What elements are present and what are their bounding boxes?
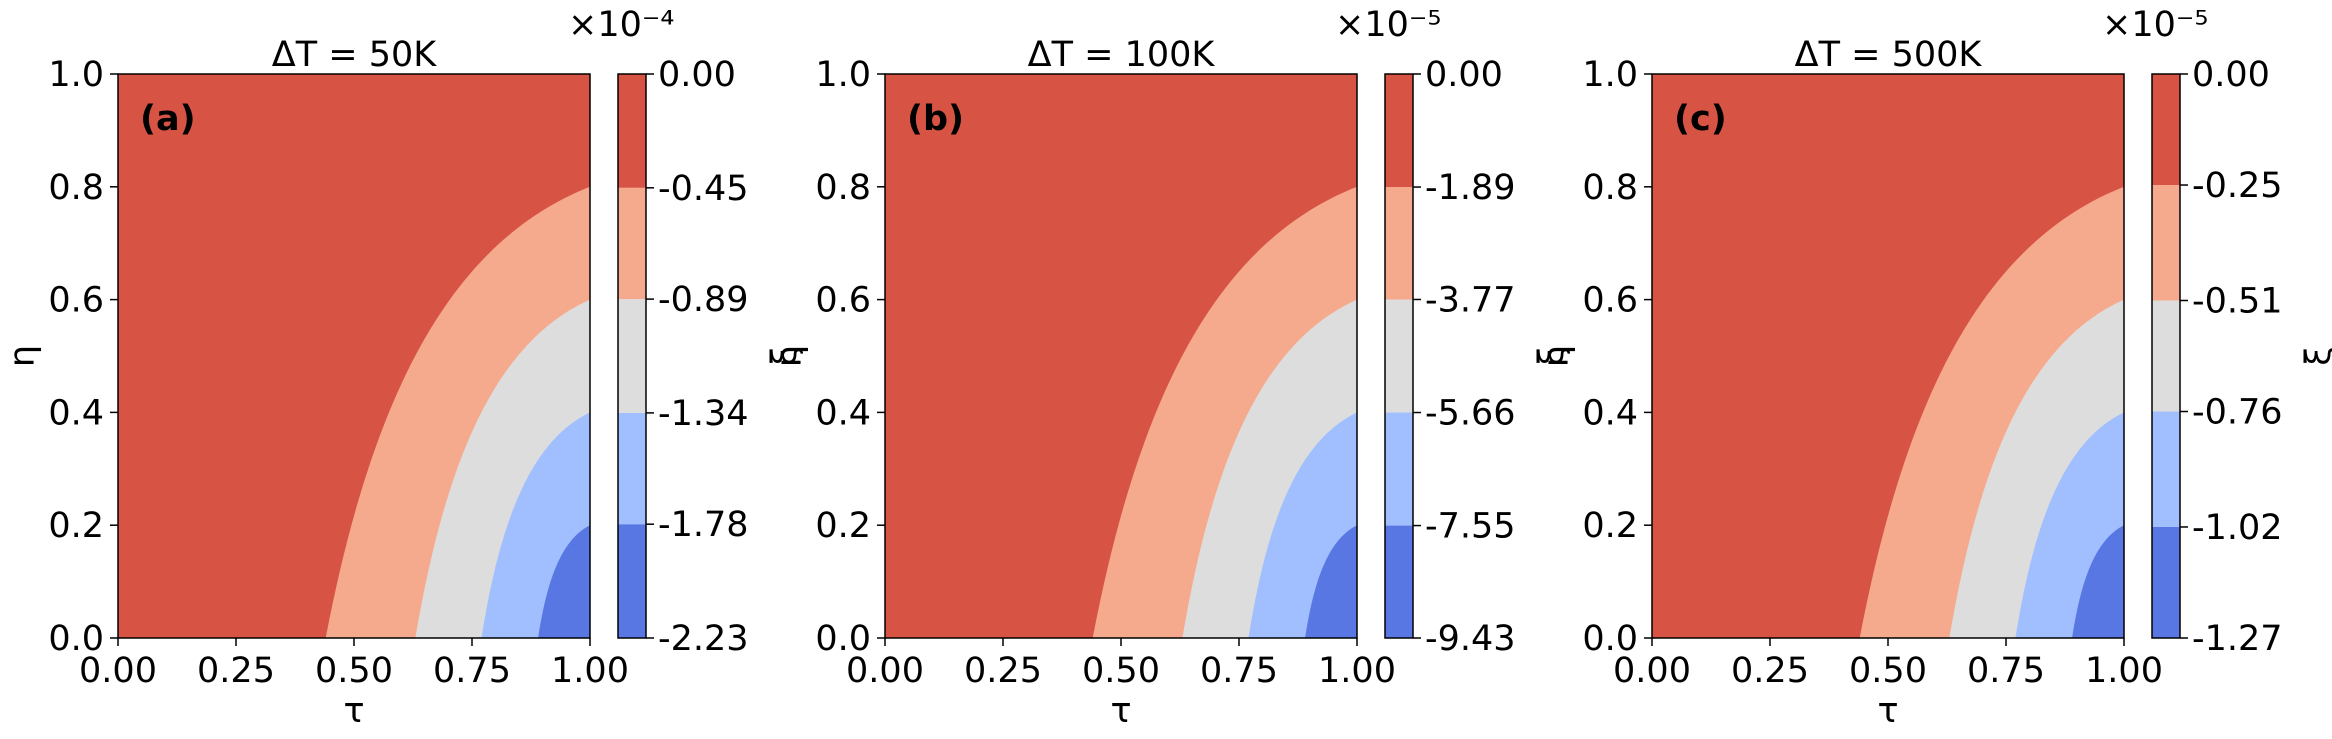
contour-band-4 (1305, 525, 1357, 638)
colorbar-tick-label: -0.45 (658, 169, 749, 209)
y-tick-label: 0.8 (48, 168, 104, 208)
chart-panel-1: 0.00 0.25 0.50 0.75 1.00 0.0 0.2 0.4 0.6 0.8 1.0 τ η… (3, 5, 805, 731)
colorbar-tick-label: -1.27 (2192, 619, 2283, 659)
y-tick-label: 0.0 (815, 619, 871, 659)
y-tick-label: 0.4 (815, 393, 871, 433)
y-tick-label: 0.6 (1582, 281, 1638, 321)
x-tick-label: 0.75 (433, 651, 511, 691)
colorbar-offset-text: ×10⁻⁵ (1335, 5, 1441, 45)
colorbar-tick-label: 0.00 (1425, 55, 1503, 95)
colorbar-tick-label: -1.78 (658, 505, 749, 545)
chart-panel-3: 0.00 0.25 0.50 0.75 1.00 0.0 0.2 0.4 0.6 0.8 1.0 τ η… (1537, 5, 2332, 731)
y-tick-label: 0.2 (1582, 506, 1638, 546)
panel-title: ΔT = 50K (272, 35, 437, 75)
colorbar-segment (2152, 74, 2180, 186)
colorbar-tick-label: -0.89 (658, 280, 749, 320)
colorbar-segment (1385, 299, 1413, 413)
x-tick-label: 0.25 (964, 651, 1042, 691)
x-axis-label: τ (343, 691, 364, 731)
colorbar-frame (1384, 73, 1414, 639)
y-tick-label: 0.4 (1582, 393, 1638, 433)
colorbar-offset-text: ×10⁻⁵ (2102, 5, 2208, 45)
x-tick-label: 0.25 (1731, 651, 1809, 691)
colorbar-tick-label: -7.55 (1425, 507, 1516, 547)
x-axis-label: τ (1110, 691, 1131, 731)
x-tick-label: 0.75 (1200, 651, 1278, 691)
x-tick-label: 0.50 (1849, 651, 1927, 691)
y-tick-label: 0.8 (1582, 168, 1638, 208)
colorbar-tick-label: -0.51 (2192, 281, 2283, 321)
panel-label: (a) (140, 99, 196, 139)
colorbar-tick-label: -1.02 (2192, 508, 2283, 548)
colorbar-tick-label: -9.43 (1425, 619, 1516, 659)
chart-panel-2: 0.00 0.25 0.50 0.75 1.00 0.0 0.2 0.4 0.6 0.8 1.0 τ η… (770, 5, 1572, 731)
x-tick-label: 0.75 (1967, 651, 2045, 691)
colorbar-segment (1385, 187, 1413, 300)
colorbar-tick-label: 0.00 (2192, 55, 2270, 95)
colorbar-segment (2152, 300, 2180, 412)
y-tick-label: 1.0 (1582, 55, 1638, 95)
panel-label: (b) (907, 99, 964, 139)
colorbar-segment (2152, 185, 2180, 301)
x-tick-label: 0.00 (846, 651, 924, 691)
colorbar-offset-text: ×10⁻⁴ (568, 5, 674, 45)
panel-title: ΔT = 100K (1028, 35, 1216, 75)
colorbar-tick-label: -5.66 (1425, 394, 1516, 434)
colorbar-frame (617, 73, 647, 639)
colorbar-segment (618, 524, 646, 638)
colorbar-segment (618, 74, 646, 188)
y-tick-label: 0.4 (48, 393, 104, 433)
x-tick-label: 1.00 (2085, 651, 2163, 691)
colorbar-segment (2152, 526, 2180, 638)
colorbar-tick-label: -2.23 (658, 619, 749, 659)
colorbar-segment (1385, 412, 1413, 526)
y-tick-label: 0.6 (48, 281, 104, 321)
colorbar-segment (618, 299, 646, 413)
y-tick-label: 0.0 (1582, 619, 1638, 659)
colorbar-tick-label: -0.76 (2192, 393, 2283, 433)
y-tick-label: 1.0 (48, 55, 104, 95)
colorbar-tick-label: -1.89 (1425, 168, 1516, 208)
colorbar-label: ξ (765, 346, 805, 366)
colorbar-segment (2152, 411, 2180, 527)
y-tick-label: 0.6 (815, 281, 871, 321)
colorbar-segment (618, 187, 646, 300)
panel-title: ΔT = 500K (1795, 35, 1983, 75)
contour-band-4 (2072, 525, 2124, 638)
colorbar-label: ξ (2299, 346, 2332, 366)
y-tick-label: 0.2 (815, 506, 871, 546)
x-tick-label: 0.25 (197, 651, 275, 691)
colorbar-segment (1385, 525, 1413, 638)
colorbar-tick-label: -0.25 (2192, 166, 2283, 206)
colorbar-tick-label: -1.34 (658, 394, 749, 434)
colorbar-label: ξ (1532, 346, 1572, 366)
panel-label: (c) (1674, 99, 1727, 139)
y-tick-label: 0.0 (48, 619, 104, 659)
colorbar-segment (618, 412, 646, 525)
x-tick-label: 0.00 (79, 651, 157, 691)
contour-band-4 (538, 525, 590, 638)
x-tick-label: 0.50 (315, 651, 393, 691)
y-tick-label: 0.2 (48, 506, 104, 546)
x-axis-label: τ (1877, 691, 1898, 731)
x-tick-label: 0.50 (1082, 651, 1160, 691)
y-tick-label: 0.8 (815, 168, 871, 208)
colorbar-frame (2151, 73, 2181, 639)
colorbar-segment (1385, 74, 1413, 188)
colorbar-tick-label: 0.00 (658, 55, 736, 95)
x-tick-label: 1.00 (1318, 651, 1396, 691)
y-tick-label: 1.0 (815, 55, 871, 95)
y-axis-label: η (770, 345, 810, 367)
colorbar-tick-label: -3.77 (1425, 280, 1516, 320)
y-axis-label: η (1537, 345, 1577, 367)
x-tick-label: 0.00 (1613, 651, 1691, 691)
x-tick-label: 1.00 (551, 651, 629, 691)
y-axis-label: η (3, 345, 43, 367)
